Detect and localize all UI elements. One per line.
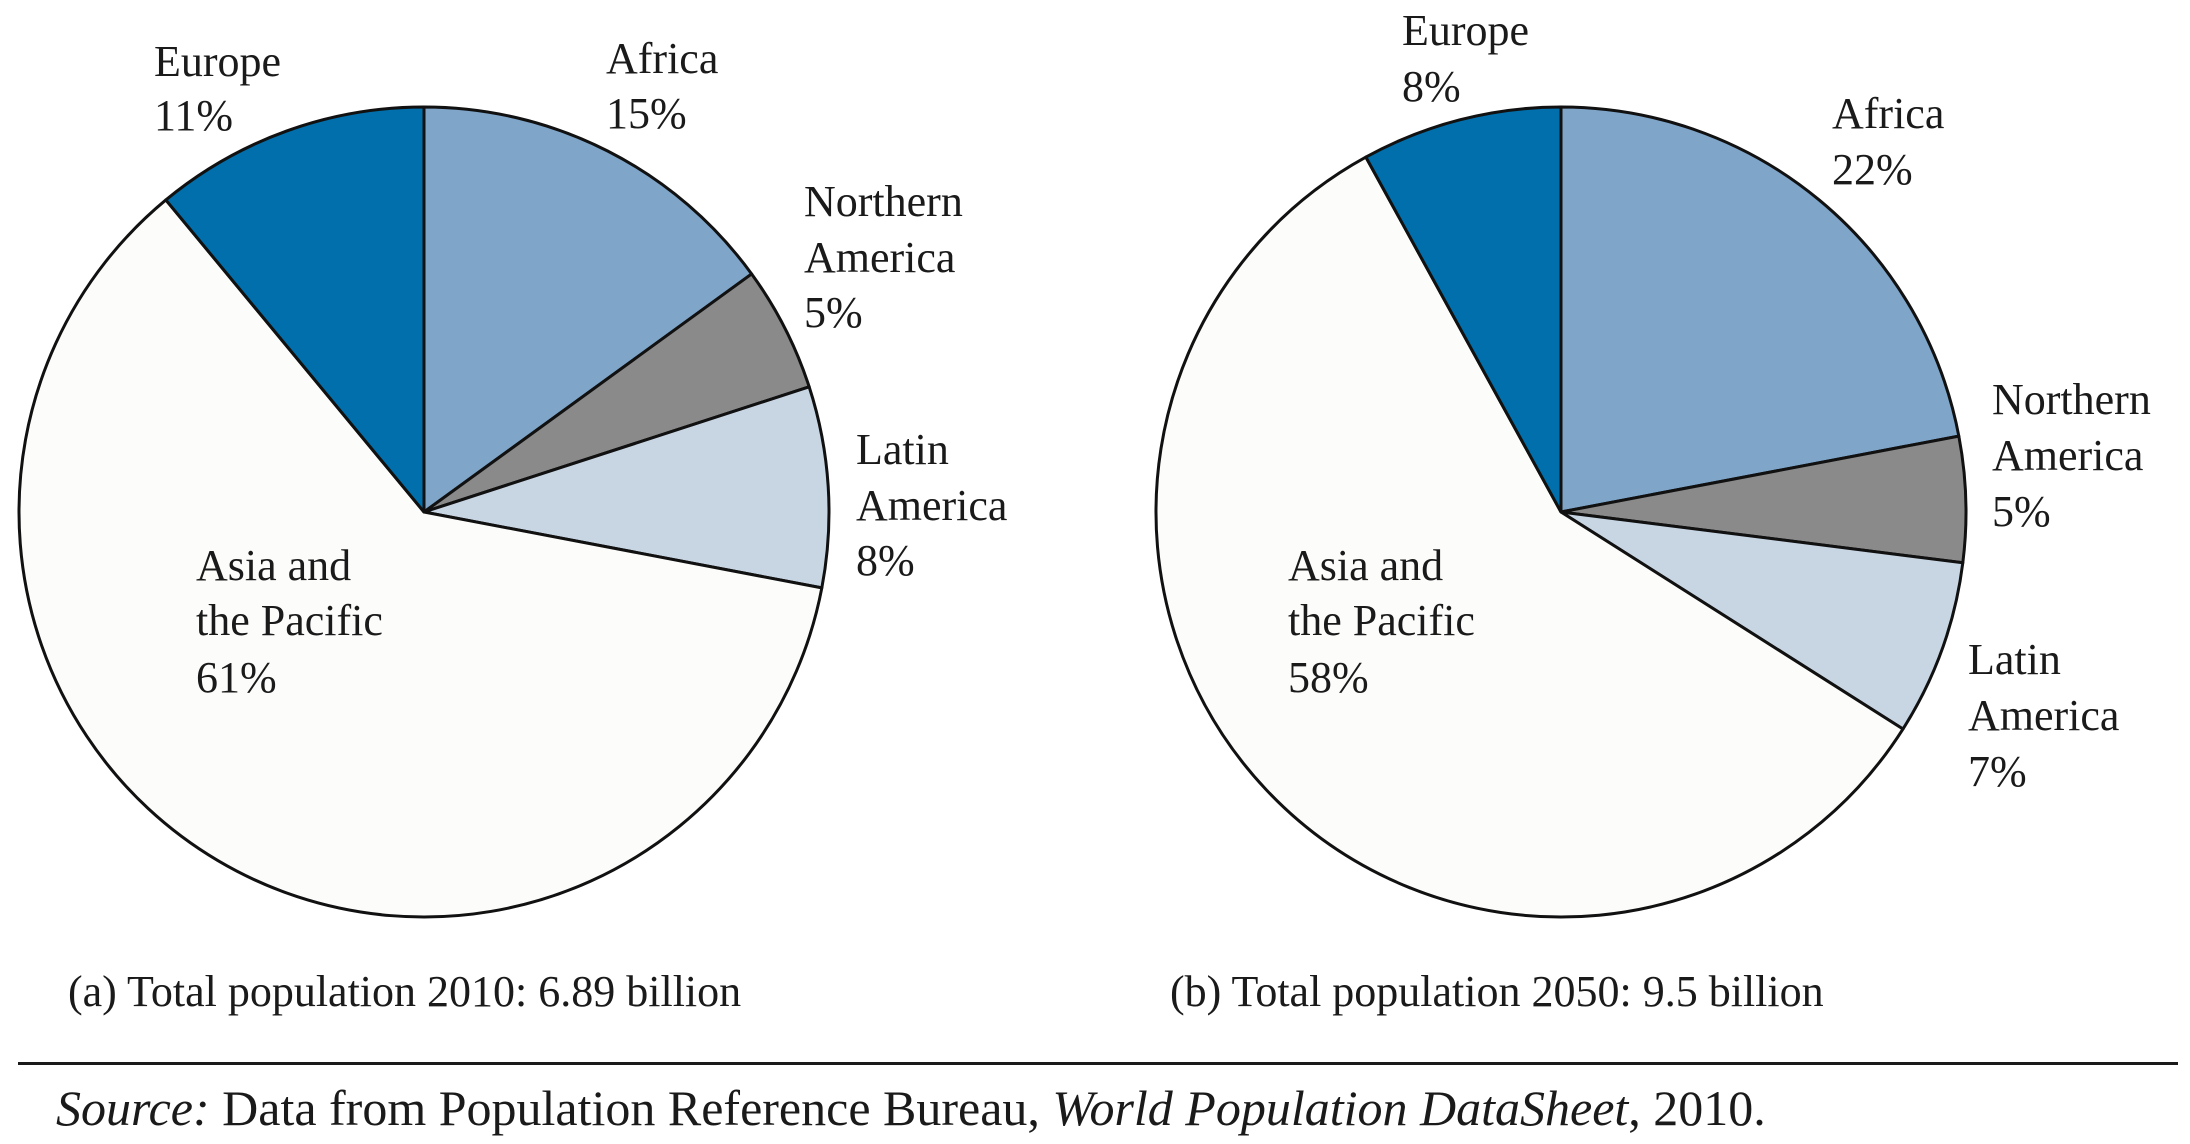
- source-prefix: Source:: [56, 1080, 210, 1136]
- pie-chart-2050: [1154, 105, 1968, 919]
- pie-charts: Europe 11% Africa 15% Northern America 5…: [17, 6, 2162, 1016]
- label-b-europe: Europe 8%: [1402, 6, 1540, 111]
- label-b-asia-pacific: Asia and the Pacific 58%: [1288, 541, 1486, 702]
- slice-b-africa: [1559, 105, 1961, 514]
- slice-a-asia-and-the-pacific: [17, 198, 824, 919]
- label-a-northern-america: Northern America 5%: [804, 177, 974, 337]
- label-b-northern-america: Northern America 5%: [1992, 375, 2162, 536]
- label-a-europe: Europe 11%: [154, 37, 292, 140]
- slice-b-europe: [1364, 105, 1563, 514]
- divider-rule: [18, 1062, 2178, 1065]
- label-a-latin-america: Latin America 8%: [856, 425, 1018, 585]
- slice-a-europe: [164, 105, 426, 514]
- caption-2010: (a) Total population 2010: 6.89 billion: [68, 967, 741, 1016]
- label-b-africa: Africa 22%: [1832, 89, 1955, 194]
- label-a-africa: Africa 15%: [606, 34, 729, 138]
- slice-b-latin-america: [1559, 510, 1965, 731]
- slice-a-africa: [422, 105, 754, 514]
- label-a-asia-pacific: Asia and the Pacific 61%: [196, 541, 394, 702]
- source-note: Source: Data from Population Reference B…: [56, 1078, 1766, 1138]
- caption-2050: (b) Total population 2050: 9.5 billion: [1170, 967, 1824, 1016]
- source-year: , 2010.: [1628, 1080, 1766, 1136]
- label-b-latin-america: Latin America 7%: [1968, 635, 2130, 796]
- source-text: Data from Population Reference Bureau,: [209, 1080, 1053, 1136]
- slice-a-latin-america: [422, 385, 831, 590]
- pie-chart-2010: [17, 105, 831, 919]
- source-title: World Population DataSheet: [1052, 1080, 1629, 1136]
- slice-b-asia-and-the-pacific: [1154, 155, 1905, 919]
